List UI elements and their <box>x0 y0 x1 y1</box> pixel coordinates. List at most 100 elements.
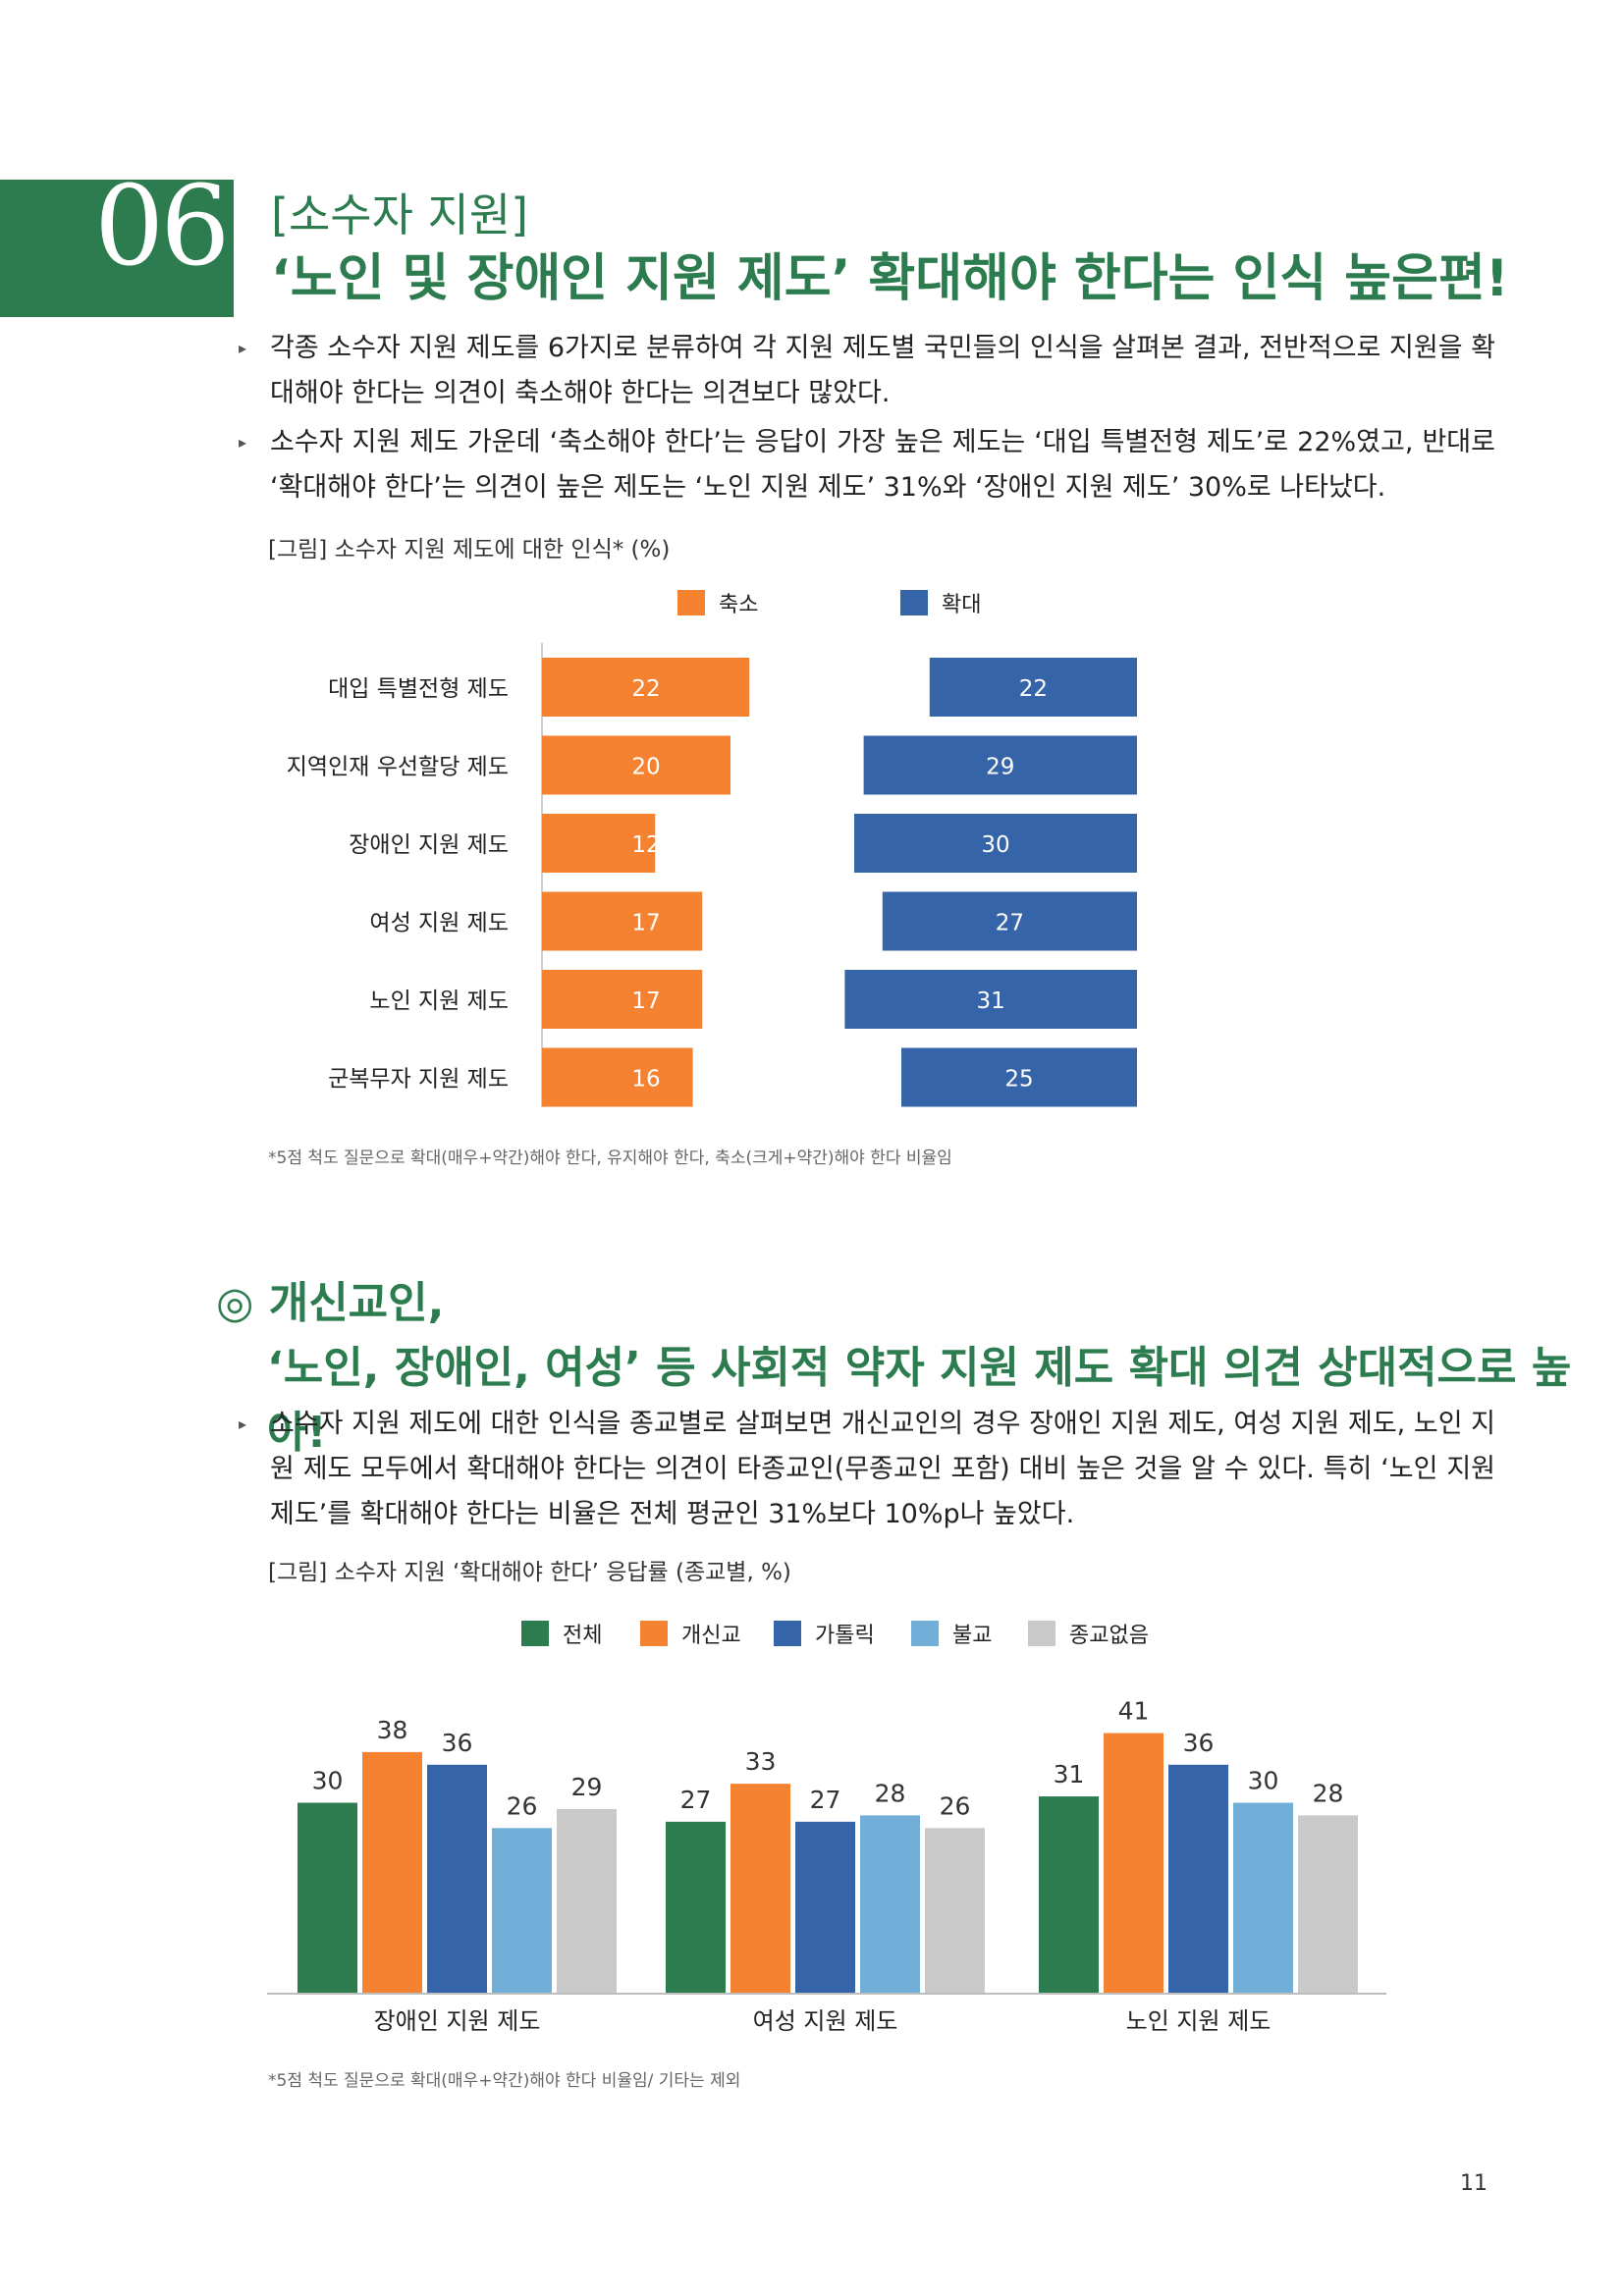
bullet-paragraph: ▸ 각종 소수자 지원 제도를 6가지로 분류하여 각 지원 제도별 국민들의 … <box>239 326 1495 416</box>
bullet-text: 소수자 지원 제도 가운데 ‘축소해야 한다’는 응답이 가장 높은 제도는 ‘… <box>270 427 1495 503</box>
data-label-shrink: 12 <box>631 832 660 858</box>
legend-label: 축소 <box>719 593 759 617</box>
category-label: 장애인 지원 제도 <box>349 832 509 858</box>
bar-expand <box>882 891 1137 951</box>
bar-shrink <box>542 735 730 795</box>
legend-swatch <box>677 590 705 615</box>
data-label: 26 <box>940 1791 971 1820</box>
section-title: ‘노인 및 장애인 지원 제도’ 확대해야 한다는 인식 높은편! <box>271 249 1509 308</box>
category-label: 지역인재 우선할당 제도 <box>287 755 509 780</box>
bar-0-0 <box>298 1802 357 1993</box>
data-label: 29 <box>571 1773 603 1801</box>
bullet-icon: ▸ <box>239 433 247 452</box>
bar-1-1 <box>730 1784 790 1993</box>
bar-1-3 <box>860 1815 920 1993</box>
data-label-shrink: 16 <box>631 1067 660 1093</box>
data-label-expand: 25 <box>1004 1067 1033 1093</box>
legend-swatch <box>774 1621 801 1646</box>
bar-shrink <box>542 814 656 873</box>
legend-item-protestant: 개신교 <box>640 1618 741 1649</box>
bullet-text: 소수자 지원 제도에 대한 인식을 종교별로 살펴보면 개신교인의 경우 장애인… <box>270 1409 1495 1529</box>
category-label: 여성 지원 제도 <box>369 911 509 936</box>
legend-label: 확대 <box>942 593 982 617</box>
category-label: 노인 지원 제도 <box>369 988 509 1014</box>
legend-label: 개신교 <box>681 1624 741 1648</box>
legend-item-shrink: 축소 <box>677 587 758 618</box>
legend-label: 불교 <box>952 1624 993 1648</box>
legend-label: 종교없음 <box>1069 1624 1149 1648</box>
data-label-shrink: 22 <box>631 676 660 702</box>
legend-label: 전체 <box>563 1624 603 1648</box>
chart-note: *5점 척도 질문으로 확대(매우+약간)해야 한다 비율임/ 기타는 제외 <box>268 2071 741 2091</box>
legend-swatch <box>900 590 928 615</box>
bar-2-2 <box>1168 1764 1228 1993</box>
category-label: 대입 특별전형 제도 <box>328 676 509 702</box>
data-label: 28 <box>875 1779 906 1807</box>
bar-1-2 <box>795 1821 855 1993</box>
bar-0-4 <box>557 1808 617 1993</box>
bullet-icon: ▸ <box>239 1415 247 1433</box>
data-label: 41 <box>1118 1697 1150 1726</box>
data-label-expand: 27 <box>996 911 1024 936</box>
legend-item-no-religion: 종교없음 <box>1028 1618 1149 1649</box>
diverging-bar-chart: 대입 특별전형 제도 22 22 지역인재 우선할당 제도 20 29 장애인 지원 제도 1… <box>287 643 1137 1107</box>
data-label-expand: 29 <box>986 755 1014 780</box>
bar-0-3 <box>492 1828 552 1993</box>
bar-shrink <box>542 658 750 717</box>
bar-expand <box>854 814 1137 873</box>
bar-expand <box>929 658 1137 717</box>
bar-1-4 <box>925 1828 985 1993</box>
data-label-shrink: 17 <box>631 988 660 1014</box>
data-label-expand: 30 <box>981 832 1009 858</box>
bar-0-2 <box>427 1764 487 1993</box>
data-label: 27 <box>810 1786 841 1814</box>
bar-expand <box>901 1047 1137 1107</box>
legend-item-buddhist: 불교 <box>911 1618 992 1649</box>
bar-1-0 <box>666 1821 726 1993</box>
legend-swatch <box>640 1621 668 1646</box>
sub-heading: ◎ 개신교인, ‘노인, 장애인, 여성’ 등 사회적 약자 지원 제도 확대 … <box>216 1271 1623 1466</box>
page-number: 11 <box>1460 2171 1488 2196</box>
bar-shrink <box>542 1047 693 1107</box>
category-label: 군복무자 지원 제도 <box>328 1067 509 1093</box>
data-label: 30 <box>312 1767 344 1795</box>
bar-expand <box>863 735 1137 795</box>
data-label: 33 <box>745 1747 777 1776</box>
data-label: 36 <box>1183 1729 1215 1757</box>
sub-heading-line1: ◎ 개신교인, <box>216 1278 445 1328</box>
bar-2-0 <box>1039 1796 1099 1993</box>
data-label-expand: 31 <box>977 988 1005 1014</box>
data-label: 30 <box>1248 1767 1279 1795</box>
section-number-box <box>0 180 234 317</box>
legend-item-catholic: 가톨릭 <box>774 1618 875 1649</box>
bar-2-1 <box>1104 1733 1163 1993</box>
bar-shrink <box>542 970 703 1029</box>
data-label-expand: 22 <box>1019 676 1048 702</box>
data-label: 31 <box>1054 1760 1085 1789</box>
category-label: 여성 지원 제도 <box>753 2007 898 2035</box>
bar-expand <box>844 970 1137 1029</box>
bullet-icon: ▸ <box>239 339 247 357</box>
data-label: 36 <box>442 1729 473 1757</box>
bar-0-1 <box>362 1751 422 1993</box>
grouped-bar-chart: 30 38 36 26 29 장애인 지원 제도 27 33 27 28 26 여성 지원 제도 31 4… <box>267 1697 1386 2035</box>
bar-shrink <box>542 891 703 951</box>
data-label-shrink: 17 <box>631 911 660 936</box>
legend-item-expand: 확대 <box>900 587 981 618</box>
chart-note: *5점 척도 질문으로 확대(매우+약간)해야 한다, 유지해야 한다, 축소(… <box>268 1148 952 1168</box>
bullet-paragraph: ▸ 소수자 지원 제도 가운데 ‘축소해야 한다’는 응답이 가장 높은 제도는… <box>239 420 1495 510</box>
legend-swatch <box>521 1621 549 1646</box>
category-label: 노인 지원 제도 <box>1126 2007 1271 2035</box>
data-label: 26 <box>507 1791 538 1820</box>
bullet-text: 각종 소수자 지원 제도를 6가지로 분류하여 각 지원 제도별 국민들의 인식… <box>270 333 1495 408</box>
bar-2-3 <box>1233 1802 1293 1993</box>
category-label: 장애인 지원 제도 <box>374 2007 541 2035</box>
sub-heading-line2: ‘노인, 장애인, 여성’ 등 사회적 약자 지원 제도 확대 의견 상대적으로… <box>267 1343 1572 1458</box>
data-label: 27 <box>680 1786 712 1814</box>
section-label: [소수자 지원] <box>271 188 529 241</box>
legend-item-total: 전체 <box>521 1618 602 1649</box>
figure-caption: [그림] 소수자 지원 제도에 대한 인식* (%) <box>268 537 671 562</box>
bar-2-4 <box>1298 1815 1358 1993</box>
figure-caption: [그림] 소수자 지원 ‘확대해야 한다’ 응답률 (종교별, %) <box>268 1560 791 1585</box>
legend-swatch <box>1028 1621 1055 1646</box>
